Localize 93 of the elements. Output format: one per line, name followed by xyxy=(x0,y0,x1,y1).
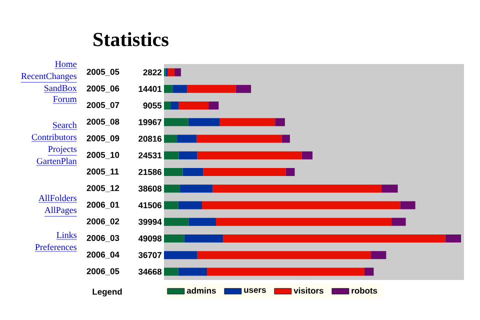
bar xyxy=(164,102,171,110)
bar xyxy=(212,184,382,193)
bar xyxy=(188,118,220,126)
bar xyxy=(164,118,188,126)
text: 24531 xyxy=(138,152,162,158)
text: 20816 xyxy=(138,136,162,142)
bar xyxy=(178,201,202,210)
text: 9055 xyxy=(143,102,162,109)
y-tick-label: 2005_10 xyxy=(86,152,120,159)
legend-label: users xyxy=(244,288,266,293)
bar xyxy=(164,134,178,143)
bar xyxy=(188,218,216,226)
bar xyxy=(187,84,236,93)
bar xyxy=(164,151,179,160)
bar xyxy=(164,184,180,193)
y-tick-label: 2006_04 xyxy=(86,252,120,259)
text: 38608 xyxy=(138,186,162,192)
text: 36707 xyxy=(138,252,162,258)
bar xyxy=(275,118,285,126)
bar xyxy=(178,268,208,276)
y-tick-label: 2005_11 xyxy=(86,168,119,176)
text: AllFolders xyxy=(38,194,76,202)
y-tick-label: 2005_07 xyxy=(86,102,120,110)
bar xyxy=(177,134,197,143)
legend-label: visitors xyxy=(294,287,324,294)
bar xyxy=(445,234,462,242)
bar xyxy=(182,168,204,176)
bar xyxy=(236,84,252,93)
y-tick-label: 2006_03 xyxy=(86,234,120,242)
bar xyxy=(202,201,400,210)
text: 2822 xyxy=(143,69,162,76)
bar xyxy=(197,251,372,260)
bar xyxy=(207,268,365,276)
bar xyxy=(196,134,282,143)
bar xyxy=(164,268,178,276)
bar xyxy=(170,102,179,110)
bar xyxy=(164,168,183,176)
text: Forum xyxy=(53,96,77,102)
text: AllPages xyxy=(44,206,76,215)
text: RecentChanges xyxy=(21,72,76,81)
text: Links xyxy=(56,232,76,238)
bar xyxy=(184,234,224,242)
text: Search xyxy=(53,122,77,128)
bar xyxy=(164,234,184,242)
bar xyxy=(216,218,392,226)
bar xyxy=(203,168,286,176)
bar xyxy=(174,68,181,76)
bar xyxy=(172,84,188,93)
bar xyxy=(302,151,313,160)
text: 41506 xyxy=(138,202,162,208)
bar xyxy=(164,251,198,260)
text: Contributors xyxy=(32,134,76,140)
y-tick-label: 2005_09 xyxy=(86,135,120,142)
bar xyxy=(197,151,302,160)
y-tick-label: 2006_01 xyxy=(86,202,120,209)
bar xyxy=(164,218,189,226)
bar xyxy=(178,151,198,160)
bar xyxy=(282,134,290,143)
bar xyxy=(223,234,446,242)
y-tick-label: 2005_06 xyxy=(86,85,120,92)
bar xyxy=(371,251,386,260)
text: 19967 xyxy=(138,119,162,126)
chart-title: Statistics xyxy=(94,32,168,46)
text: SandBox xyxy=(44,84,77,92)
text: GartenPlan xyxy=(36,158,77,164)
text: Preferences xyxy=(35,244,76,250)
bar xyxy=(400,201,416,210)
text: Projects xyxy=(48,146,76,154)
bar xyxy=(180,184,213,193)
text: 14401 xyxy=(138,86,162,92)
legend-title: Legend xyxy=(92,288,122,296)
legend-label: robots xyxy=(352,287,378,294)
text: 39994 xyxy=(138,218,162,225)
bar xyxy=(381,184,398,193)
y-tick-label: 2005_05 xyxy=(86,68,120,76)
bar xyxy=(208,102,219,110)
text: Home xyxy=(55,61,76,68)
legend-label: admins xyxy=(186,287,216,294)
text: 34668 xyxy=(138,268,162,275)
text: 49098 xyxy=(138,235,162,242)
bar xyxy=(286,168,295,176)
bar xyxy=(164,84,173,93)
y-tick-label: 2006_02 xyxy=(86,218,120,226)
bar xyxy=(392,218,406,226)
y-tick-label: 2005_12 xyxy=(86,185,120,192)
bar xyxy=(168,68,174,76)
bar xyxy=(220,118,276,126)
bar xyxy=(178,102,209,110)
y-tick-label: 2006_05 xyxy=(86,268,120,276)
y-tick-label: 2005_08 xyxy=(86,118,120,126)
bar xyxy=(164,201,178,210)
text: 21586 xyxy=(138,169,162,175)
bar xyxy=(364,268,374,276)
